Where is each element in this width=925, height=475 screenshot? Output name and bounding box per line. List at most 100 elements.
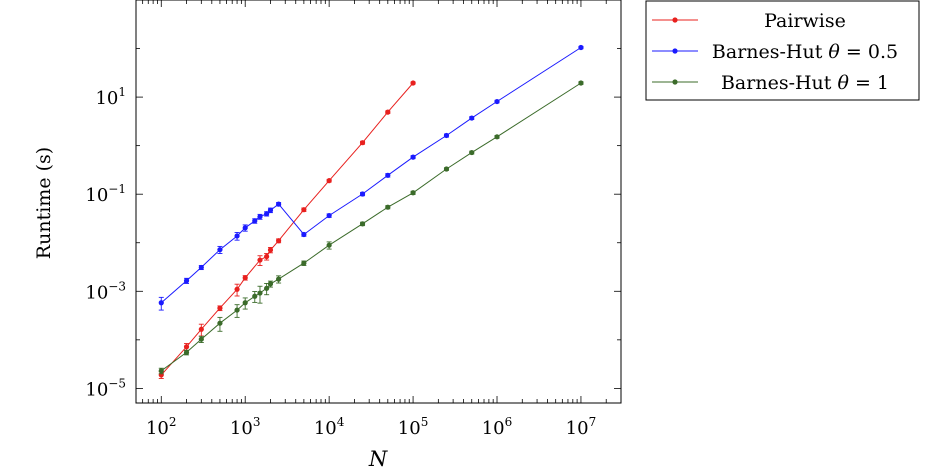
x-tick-label: 107 bbox=[566, 415, 597, 439]
data-point bbox=[198, 336, 204, 342]
data-point bbox=[183, 349, 190, 356]
legend-label-part: = 1 bbox=[849, 72, 889, 94]
x-tick-label: 105 bbox=[398, 415, 429, 439]
x-tick-label-base: 10 bbox=[482, 418, 505, 439]
legend-label-part: θ bbox=[828, 41, 840, 63]
data-point bbox=[217, 320, 223, 326]
y-tick-label-exponent: −5 bbox=[108, 376, 126, 390]
data-point bbox=[494, 134, 500, 140]
data-point bbox=[276, 201, 282, 207]
data-point bbox=[252, 293, 258, 299]
y-tick-label-base: 10 bbox=[85, 379, 108, 400]
legend-label-part: = 0.5 bbox=[840, 41, 898, 63]
data-point bbox=[578, 80, 584, 86]
x-tick-label-base: 10 bbox=[398, 418, 421, 439]
data-point bbox=[242, 300, 248, 306]
y-tick-label-base: 10 bbox=[85, 282, 108, 303]
x-tick-label-exponent: 4 bbox=[337, 415, 345, 429]
x-tick-label-exponent: 7 bbox=[589, 415, 597, 429]
data-point bbox=[276, 276, 282, 282]
legend-marker bbox=[672, 48, 678, 54]
data-point bbox=[469, 149, 475, 156]
y-tick-label: 10−3 bbox=[85, 279, 126, 303]
data-point bbox=[326, 242, 332, 248]
data-point bbox=[242, 225, 248, 231]
axis-ticks bbox=[135, 0, 622, 403]
y-axis-label: Runtime (s) bbox=[33, 147, 55, 259]
data-point bbox=[264, 253, 270, 260]
data-point bbox=[264, 285, 270, 291]
data-point bbox=[469, 115, 475, 121]
legend-label-part: Pairwise bbox=[764, 10, 846, 32]
data-point bbox=[234, 307, 240, 313]
data-point bbox=[301, 231, 307, 238]
data-point bbox=[183, 278, 190, 284]
y-tick-label: 10−1 bbox=[85, 182, 126, 206]
legend-marker bbox=[672, 79, 678, 85]
x-tick-label: 103 bbox=[230, 415, 261, 439]
data-point bbox=[301, 207, 307, 213]
x-tick-label-base: 10 bbox=[230, 418, 253, 439]
data-point bbox=[183, 344, 190, 350]
data-point bbox=[359, 140, 366, 146]
data-point bbox=[158, 368, 164, 374]
series-line bbox=[160, 47, 582, 304]
series-3 bbox=[158, 80, 584, 375]
series-layer bbox=[158, 44, 584, 379]
data-point bbox=[410, 190, 416, 196]
y-tick-label-exponent: −1 bbox=[108, 182, 126, 196]
x-tick-label-exponent: 2 bbox=[169, 415, 177, 429]
series-line bbox=[161, 82, 582, 372]
data-point bbox=[257, 290, 263, 296]
data-point bbox=[198, 326, 204, 332]
x-tick-label-base: 10 bbox=[566, 418, 589, 439]
data-point bbox=[234, 286, 240, 292]
data-point bbox=[217, 247, 223, 253]
data-point bbox=[410, 80, 416, 86]
plot-frame bbox=[135, 0, 622, 404]
data-point bbox=[267, 207, 274, 213]
legend-label: Barnes-Hut θ = 1 bbox=[721, 72, 889, 94]
legend-label-part: Barnes-Hut bbox=[712, 41, 829, 63]
data-point bbox=[301, 260, 307, 266]
legend-label: Pairwise bbox=[764, 10, 846, 32]
data-point bbox=[198, 264, 204, 271]
legend-label: Barnes-Hut θ = 0.5 bbox=[712, 41, 898, 63]
y-tick-label-base: 10 bbox=[95, 88, 118, 109]
y-tick-label-base: 10 bbox=[85, 185, 108, 206]
series-2 bbox=[158, 44, 584, 311]
data-point bbox=[257, 214, 263, 220]
data-point bbox=[578, 44, 584, 51]
data-point bbox=[252, 218, 258, 224]
data-point bbox=[494, 98, 500, 105]
data-point bbox=[326, 178, 332, 184]
data-point bbox=[234, 233, 240, 239]
x-tick-label: 102 bbox=[146, 415, 177, 439]
x-tick-label-exponent: 5 bbox=[421, 415, 429, 429]
data-point bbox=[410, 154, 416, 160]
data-point bbox=[267, 247, 274, 253]
x-tick-label-base: 10 bbox=[314, 418, 337, 439]
data-point bbox=[276, 238, 282, 244]
data-point bbox=[264, 211, 270, 217]
legend-label-part: θ bbox=[837, 72, 849, 94]
data-point bbox=[385, 204, 391, 210]
x-tick-label: 106 bbox=[482, 415, 513, 439]
data-point bbox=[443, 166, 450, 172]
x-axis-label: N bbox=[368, 447, 388, 471]
data-point bbox=[267, 281, 274, 287]
data-point bbox=[359, 191, 366, 197]
x-tick-label-exponent: 6 bbox=[505, 415, 513, 429]
data-point bbox=[385, 172, 391, 178]
y-tick-label: 101 bbox=[95, 85, 126, 109]
series-line bbox=[160, 82, 414, 376]
data-point bbox=[443, 132, 450, 139]
data-point bbox=[385, 109, 391, 115]
x-tick-label-base: 10 bbox=[146, 418, 169, 439]
data-point bbox=[326, 212, 332, 219]
data-point bbox=[359, 221, 366, 227]
y-tick-label-exponent: −3 bbox=[108, 279, 126, 293]
